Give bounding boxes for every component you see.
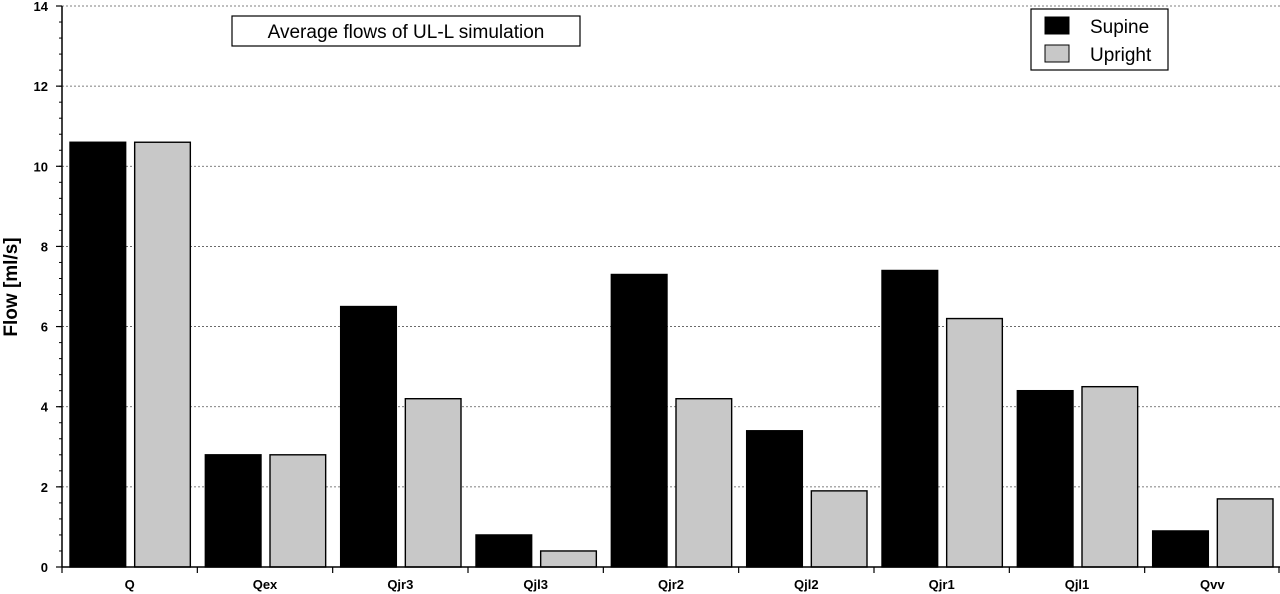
bar-supine: [204, 454, 262, 568]
legend-swatch-supine: [1044, 16, 1070, 35]
bar-supine: [881, 269, 939, 568]
y-tick-label: 14: [34, 0, 49, 14]
bar-upright: [404, 398, 462, 568]
bar-upright: [945, 317, 1004, 568]
x-tick-label: Qjl1: [1065, 577, 1090, 592]
x-ticks: Q Qex Qjr3 Qjl3 Qjr2 Qjl2 Qjr1 Qjl1 Qvv: [61, 567, 1280, 592]
chart-title-box: Average flows of UL-L simulation: [231, 15, 581, 47]
gridlines: [62, 5, 1280, 488]
bar-supine: [339, 305, 398, 568]
legend: Supine Upright: [1030, 8, 1169, 71]
legend-swatch-upright: [1044, 44, 1070, 63]
y-ticks: 0 2 4 6 8 10 12 14: [34, 0, 62, 575]
bar-upright: [539, 550, 598, 568]
x-tick-label: Qjr2: [658, 577, 684, 592]
y-tick-label: 10: [34, 159, 48, 174]
y-tick-label: 8: [41, 239, 48, 254]
x-tick-label: Qjr3: [387, 577, 413, 592]
x-tick-label: Qjl2: [794, 577, 819, 592]
bar-upright: [1081, 385, 1139, 568]
legend-label-supine: Supine: [1090, 17, 1149, 38]
bar-upright: [133, 141, 192, 568]
bar-upright: [1216, 498, 1274, 568]
chart-title-frame: [231, 15, 581, 47]
bar-upright: [269, 454, 327, 568]
y-tick-label: 12: [34, 79, 48, 94]
bar-supine: [475, 534, 533, 568]
x-tick-label: Q: [125, 577, 135, 592]
bar-upright: [810, 490, 868, 568]
x-tick-label: Qjr1: [929, 577, 955, 592]
bar-supine: [1151, 530, 1210, 568]
bar-supine: [745, 430, 804, 568]
x-tick-label: Qex: [253, 577, 278, 592]
y-axis-label: Flow [ml/s]: [1, 237, 22, 336]
x-tick-label: Qjl3: [523, 577, 548, 592]
axes: [61, 6, 1280, 568]
y-tick-label: 6: [41, 320, 48, 335]
y-tick-label: 2: [41, 480, 48, 495]
x-tick-label: Qvv: [1200, 577, 1225, 592]
y-tick-label: 0: [41, 560, 48, 575]
bar-upright: [675, 398, 733, 568]
bar-supine: [610, 273, 668, 568]
bar-supine: [1016, 389, 1074, 568]
chart-title: Average flows of UL-L simulation: [268, 22, 545, 43]
bar-supine: [69, 141, 127, 568]
bars: [69, 141, 1274, 568]
y-tick-label: 4: [41, 400, 49, 415]
legend-label-upright: Upright: [1090, 45, 1152, 66]
